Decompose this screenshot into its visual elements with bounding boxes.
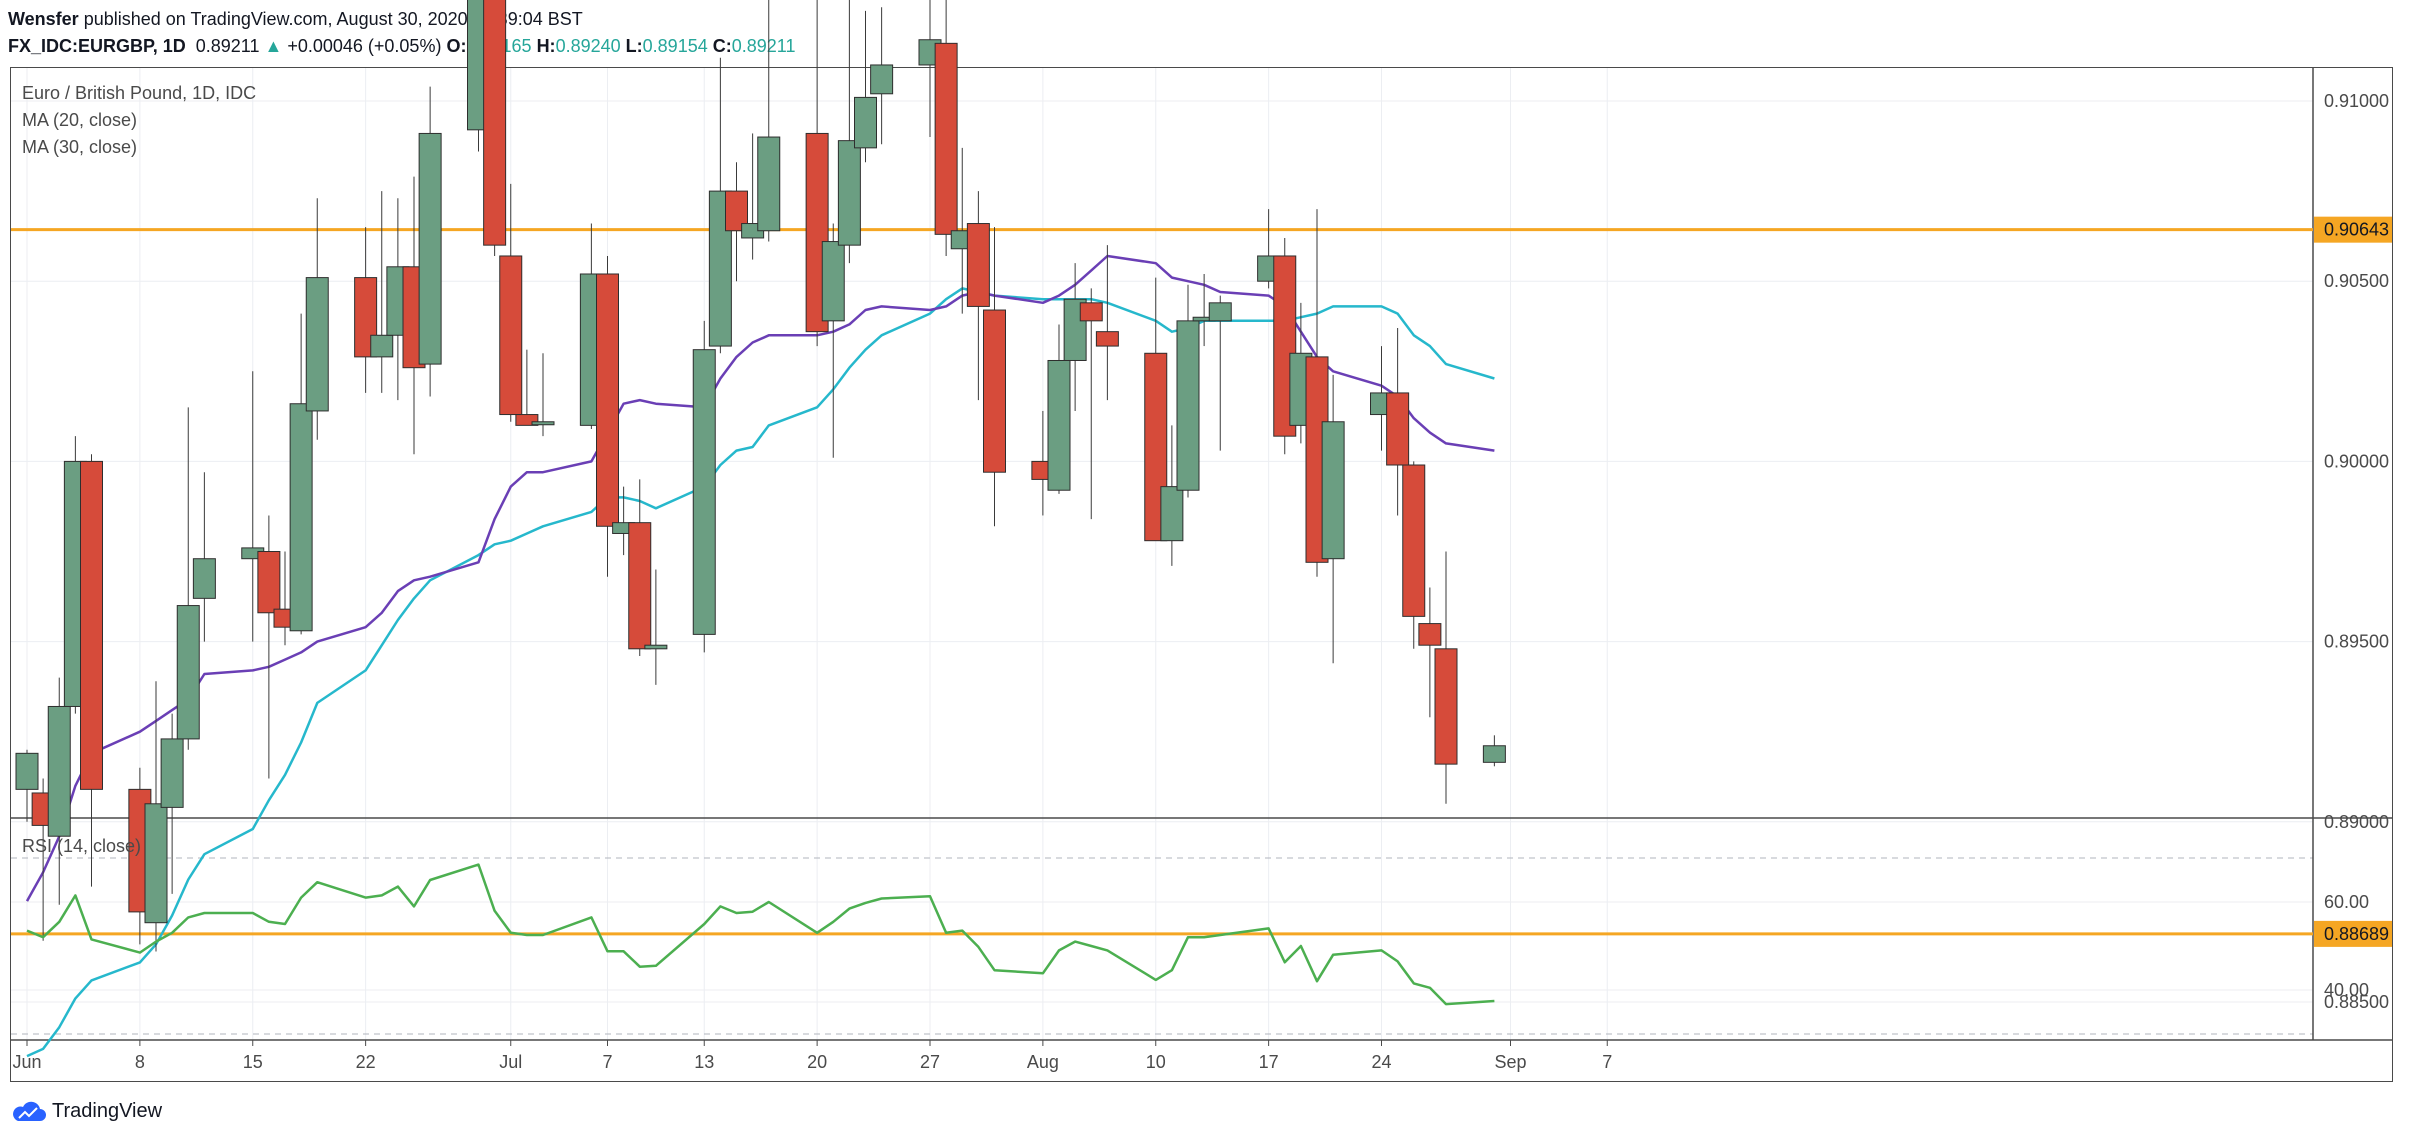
candle-body xyxy=(47,705,71,837)
time-tick-label: 27 xyxy=(920,1052,940,1072)
candle-body xyxy=(80,460,103,790)
level-price-tag xyxy=(2314,216,2392,243)
candle-body xyxy=(692,349,716,635)
rsi-legend[interactable]: RSI (14, close) xyxy=(22,836,142,856)
level-price-tag xyxy=(2314,920,2392,947)
candle-body xyxy=(257,551,281,614)
close-value: 0.89211 xyxy=(731,36,796,56)
candle-body xyxy=(1321,421,1345,560)
candle-body xyxy=(1386,392,1410,466)
time-tick-label: 8 xyxy=(135,1052,145,1072)
time-tick-label: 20 xyxy=(807,1052,827,1072)
tradingview-cloud-icon xyxy=(13,1101,47,1121)
candle-body xyxy=(531,421,555,426)
brand-name: TradingView xyxy=(52,1100,163,1122)
main-series-legend[interactable]: Euro / British Pound, 1D, IDC xyxy=(22,83,257,103)
published-text: published on TradingView.com, August 30,… xyxy=(83,9,583,29)
price-tick-label: 0.91000 xyxy=(2324,91,2389,111)
time-tick-label: 17 xyxy=(1259,1052,1279,1072)
candle-body xyxy=(1047,359,1071,491)
ma20-legend[interactable]: MA (20, close) xyxy=(22,110,138,130)
low-value: 0.89154 xyxy=(642,36,708,56)
candle-body xyxy=(644,644,668,650)
price-tick-label: 0.89000 xyxy=(2324,812,2389,832)
candle-body xyxy=(1208,302,1232,322)
candle-body xyxy=(1434,648,1458,765)
ma30-legend[interactable]: MA (30, close) xyxy=(22,137,138,157)
candle-body xyxy=(854,96,877,149)
time-tick-label: 22 xyxy=(356,1052,376,1072)
candle-body xyxy=(966,223,990,307)
author-name[interactable]: Wensfer xyxy=(8,9,79,29)
candle-body xyxy=(870,64,894,95)
change-up-arrow-icon: ▲ xyxy=(264,36,283,56)
chart-frame xyxy=(10,67,2393,1082)
candle-body xyxy=(596,273,619,527)
time-tick-label: Jul xyxy=(499,1052,522,1072)
time-tick-label: 13 xyxy=(694,1052,714,1072)
candle-body xyxy=(1160,486,1184,542)
tradingview-brand[interactable]: TradingView xyxy=(10,1097,162,1125)
open-label: O: xyxy=(446,36,467,56)
candle-body xyxy=(1418,623,1442,646)
candle-body xyxy=(837,140,861,246)
close-label: C: xyxy=(712,36,732,56)
time-tick-label: 15 xyxy=(243,1052,263,1072)
rsi-line xyxy=(26,863,1495,1006)
candle-body xyxy=(1079,302,1103,322)
time-tick-label: 7 xyxy=(602,1052,612,1072)
candle-body xyxy=(483,0,507,246)
time-tick-label: Jun xyxy=(12,1052,41,1072)
high-value: 0.89240 xyxy=(555,36,621,56)
time-tick-label: 7 xyxy=(1602,1052,1612,1072)
candle-body xyxy=(1402,464,1426,617)
candle-body xyxy=(515,414,539,426)
high-label: H: xyxy=(536,36,556,56)
last-price: 0.89211 xyxy=(195,36,260,56)
ma30-line xyxy=(25,254,1495,902)
candle-body xyxy=(305,277,329,412)
candle-body xyxy=(499,255,523,416)
time-tick-label: Sep xyxy=(1494,1052,1526,1072)
symbol-label: FX_IDC:EURGBP, 1D xyxy=(8,36,186,56)
time-tick-label: 24 xyxy=(1371,1052,1391,1072)
candle-body xyxy=(144,803,168,924)
candle-body xyxy=(418,132,442,365)
price-tick-label: 0.90000 xyxy=(2324,451,2389,471)
time-tick-label: 10 xyxy=(1146,1052,1166,1072)
level-price-label: 0.90643 xyxy=(2324,220,2389,240)
candle-body xyxy=(160,738,184,808)
rsi-tick-label: 40.00 xyxy=(2324,980,2369,1000)
candle-body xyxy=(289,403,313,632)
candle-body xyxy=(1176,320,1200,491)
candle-body xyxy=(725,190,748,232)
candle-body xyxy=(983,309,1006,473)
candle-body xyxy=(1482,745,1506,763)
price-change: +0.00046 (+0.05%) xyxy=(287,36,442,56)
candle-body xyxy=(370,334,394,358)
publish-info: Wensfer published on TradingView.com, Au… xyxy=(8,6,583,33)
time-tick-label: Aug xyxy=(1027,1052,1059,1072)
level-price-label: 0.88689 xyxy=(2324,924,2389,944)
rsi-tick-label: 60.00 xyxy=(2324,892,2369,912)
candle-body xyxy=(934,42,958,235)
price-tick-label: 0.89500 xyxy=(2324,632,2389,652)
price-tick-label: 0.90500 xyxy=(2324,271,2389,291)
price-tick-label: 0.88500 xyxy=(2324,992,2389,1012)
candle-body xyxy=(1095,331,1119,347)
low-label: L: xyxy=(625,36,643,56)
candle-body xyxy=(192,558,216,599)
candle-body xyxy=(628,522,652,650)
candle-body xyxy=(15,752,39,790)
candle-body xyxy=(821,241,845,322)
candle-body xyxy=(176,605,200,740)
candle-body xyxy=(757,136,781,232)
